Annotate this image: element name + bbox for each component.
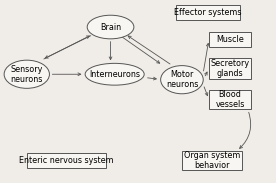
Text: Motor
neurons: Motor neurons	[166, 70, 198, 89]
Ellipse shape	[85, 63, 144, 85]
FancyBboxPatch shape	[209, 32, 251, 47]
Text: Sensory
neurons: Sensory neurons	[10, 65, 43, 84]
Text: Organ system
behavior: Organ system behavior	[184, 151, 240, 170]
Ellipse shape	[4, 60, 49, 88]
Text: Muscle: Muscle	[216, 35, 244, 44]
Text: Effector systems: Effector systems	[174, 8, 242, 17]
Text: Secretory
glands: Secretory glands	[210, 59, 250, 79]
Ellipse shape	[87, 15, 134, 39]
FancyBboxPatch shape	[182, 151, 242, 170]
Ellipse shape	[161, 66, 203, 94]
FancyBboxPatch shape	[176, 5, 240, 20]
FancyBboxPatch shape	[209, 90, 251, 109]
Text: Brain: Brain	[100, 23, 121, 31]
FancyBboxPatch shape	[209, 58, 251, 79]
Text: Blood
vessels: Blood vessels	[215, 90, 245, 109]
FancyBboxPatch shape	[27, 153, 107, 168]
Text: Interneurons: Interneurons	[89, 70, 140, 79]
Text: Enteric nervous system: Enteric nervous system	[19, 156, 114, 165]
